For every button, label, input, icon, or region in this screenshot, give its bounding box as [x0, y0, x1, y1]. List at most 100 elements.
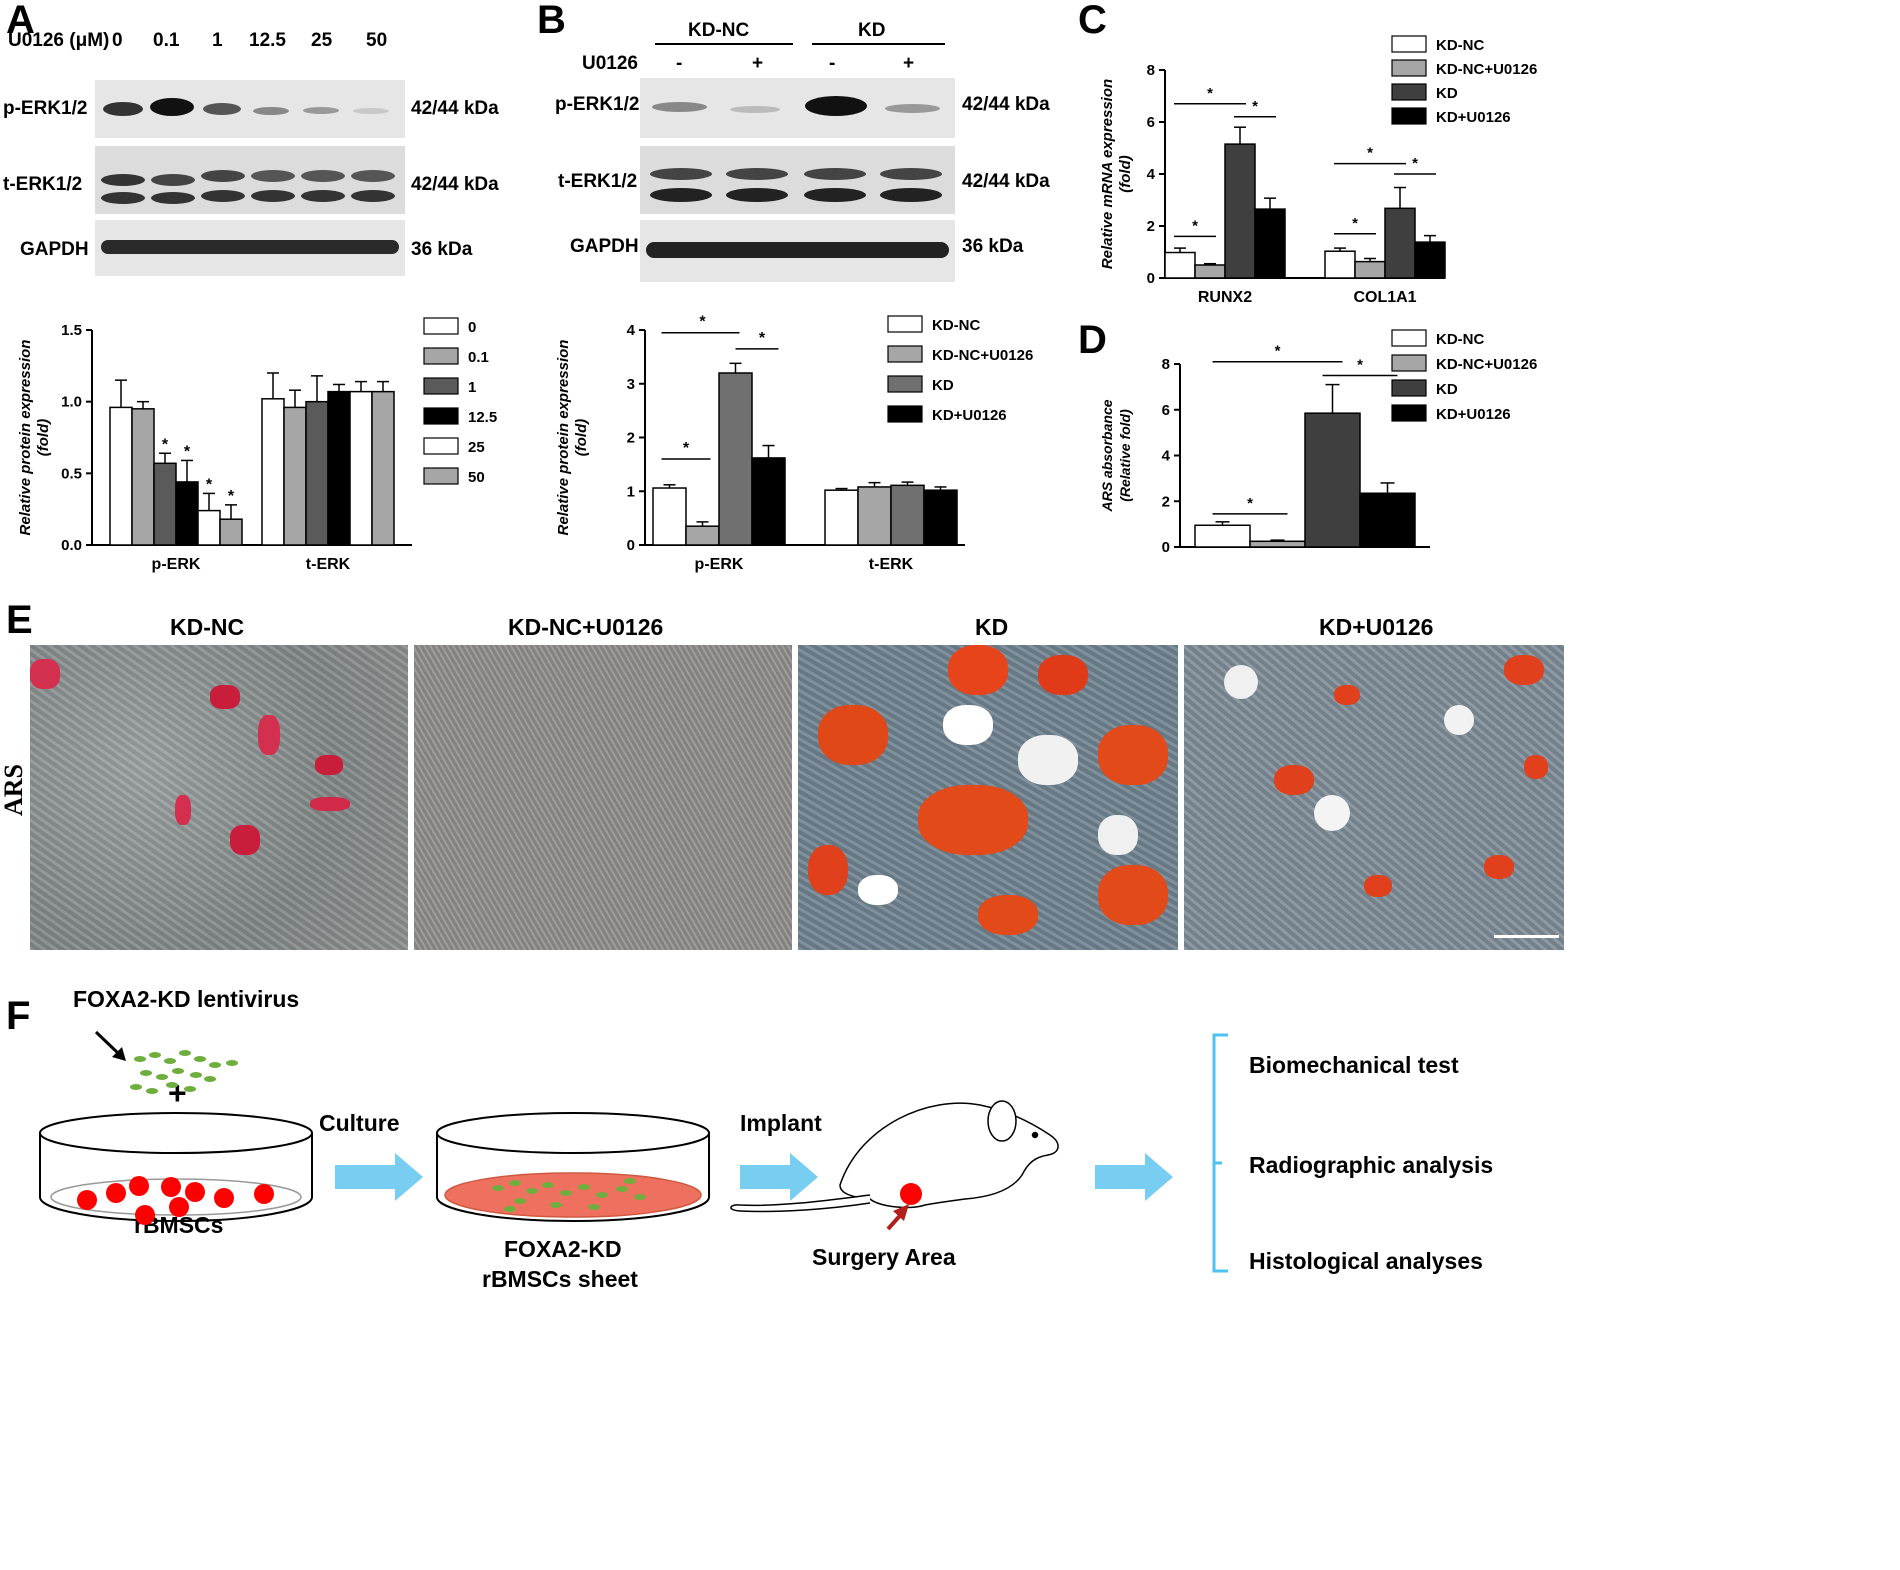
b-treatment-label: U0126	[582, 53, 638, 74]
legend-swatch	[1391, 379, 1427, 397]
b-group-kdnc-line	[655, 43, 793, 45]
a-row-gapdh: GAPDH	[20, 239, 89, 260]
f-outcome-2: Radiographic analysis	[1249, 1152, 1494, 1178]
y-tick-label: 3	[627, 376, 635, 393]
y-tick-label: 4	[1162, 448, 1171, 465]
legend-label: KD-NC+U0126	[932, 347, 1033, 364]
y-tick-label: 6	[1147, 114, 1155, 131]
e-row-label: ARS	[0, 763, 29, 817]
e-title-1: KD-NC	[170, 614, 245, 640]
a-blot-terk	[95, 146, 405, 214]
significance-star: *	[683, 440, 690, 457]
b-size-perk: 42/44 kDa	[962, 94, 1050, 115]
f-culture-label: Culture	[319, 1110, 400, 1136]
b-size-gapdh: 36 kDa	[962, 236, 1024, 257]
b-group-kd-line	[812, 43, 945, 45]
legend-label: KD	[1436, 85, 1458, 102]
legend-label: KD-NC+U0126	[1436, 356, 1537, 373]
e-title-3: KD	[975, 614, 1009, 640]
x-tick-label: RUNX2	[1198, 289, 1252, 306]
bar	[718, 372, 753, 546]
significance-star: *	[1412, 155, 1418, 172]
bar	[1304, 412, 1361, 548]
y-tick-label: 8	[1162, 356, 1170, 373]
legend-swatch	[1391, 83, 1427, 101]
legend-swatch	[423, 377, 459, 395]
bar	[685, 525, 720, 546]
e-title-2: KD-NC+U0126	[508, 614, 664, 640]
y-axis-label-unit: (fold)	[1117, 155, 1134, 192]
legend-swatch	[1391, 354, 1427, 372]
bar	[824, 489, 859, 546]
significance-star: *	[1367, 145, 1373, 162]
panel-e-letter: E	[6, 598, 33, 642]
bar	[923, 489, 958, 546]
a-dose-3: 12.5	[249, 30, 286, 51]
bar	[1324, 250, 1356, 279]
a-dose-5: 50	[366, 30, 388, 51]
b-sign-2: +	[752, 53, 764, 74]
bar	[175, 481, 199, 546]
a-dose-4: 25	[311, 30, 333, 51]
bar	[219, 518, 243, 546]
bar	[283, 406, 307, 546]
b-row-terk: t-ERK1/2	[558, 171, 638, 192]
bar	[1194, 524, 1251, 548]
x-tick-label: t-ERK	[869, 556, 914, 573]
x-tick-label: COL1A1	[1353, 289, 1416, 306]
bar	[857, 486, 892, 546]
y-tick-label: 0	[1147, 270, 1155, 287]
legend-swatch	[887, 315, 923, 333]
b-group-kd: KD	[858, 20, 886, 41]
a-dose-2: 1	[212, 30, 223, 51]
bar	[1354, 260, 1386, 279]
ars-image-kdnc-u0126	[414, 645, 792, 950]
sheet-particles	[492, 1178, 646, 1212]
b-group-kdnc: KD-NC	[688, 20, 750, 41]
y-axis-label-unit: (fold)	[573, 419, 590, 456]
legend-swatch	[423, 317, 459, 335]
legend-label: 1	[468, 379, 476, 396]
b-blot-gapdh	[640, 220, 955, 282]
y-tick-label: 8	[1147, 62, 1155, 79]
legend-swatch	[887, 375, 923, 393]
bar	[131, 408, 155, 546]
y-tick-label: 0.0	[61, 537, 82, 554]
panel-c-letter: C	[1078, 0, 1107, 42]
b-row-perk: p-ERK1/2	[555, 94, 640, 115]
legend-label: KD+U0126	[1436, 109, 1511, 126]
f-sheet-label-2: rBMSCs sheet	[482, 1266, 638, 1292]
b-blot-terk	[640, 146, 955, 214]
legend-label: KD-NC	[932, 317, 980, 334]
virus-particles	[130, 1050, 238, 1094]
bar	[751, 457, 786, 546]
bar	[305, 400, 329, 546]
outcome-arrow	[1095, 1153, 1173, 1201]
legend-swatch	[423, 467, 459, 485]
ars-image-kd-u0126	[1184, 645, 1564, 950]
legend-label: KD+U0126	[1436, 406, 1511, 423]
legend-label: KD-NC	[1436, 37, 1484, 54]
panel-f-letter: F	[6, 994, 31, 1038]
y-axis-label-unit: (Relative fold)	[1117, 409, 1133, 502]
f-schematic	[39, 1030, 1228, 1273]
b-row-gapdh: GAPDH	[570, 236, 639, 257]
legend-label: 25	[468, 439, 485, 456]
x-tick-label: t-ERK	[306, 556, 351, 573]
a-size-perk: 42/44 kDa	[411, 98, 499, 119]
significance-star: *	[759, 330, 766, 347]
a-size-gapdh: 36 kDa	[411, 239, 473, 260]
scale-bar	[1494, 935, 1559, 938]
legend-swatch	[887, 345, 923, 363]
a-blot-perk	[95, 80, 405, 138]
bar	[371, 390, 395, 546]
e-title-4: KD+U0126	[1319, 614, 1434, 640]
x-tick-label: p-ERK	[152, 556, 201, 573]
a-treatment-label: U0126 (μM)	[8, 30, 110, 51]
y-tick-label: 4	[627, 322, 636, 339]
a-row-terk: t-ERK1/2	[3, 174, 83, 195]
panel-b-letter: B	[537, 0, 566, 42]
y-tick-label: 6	[1162, 402, 1170, 419]
y-axis-label-unit: (fold)	[35, 419, 52, 456]
bar	[1359, 492, 1416, 548]
